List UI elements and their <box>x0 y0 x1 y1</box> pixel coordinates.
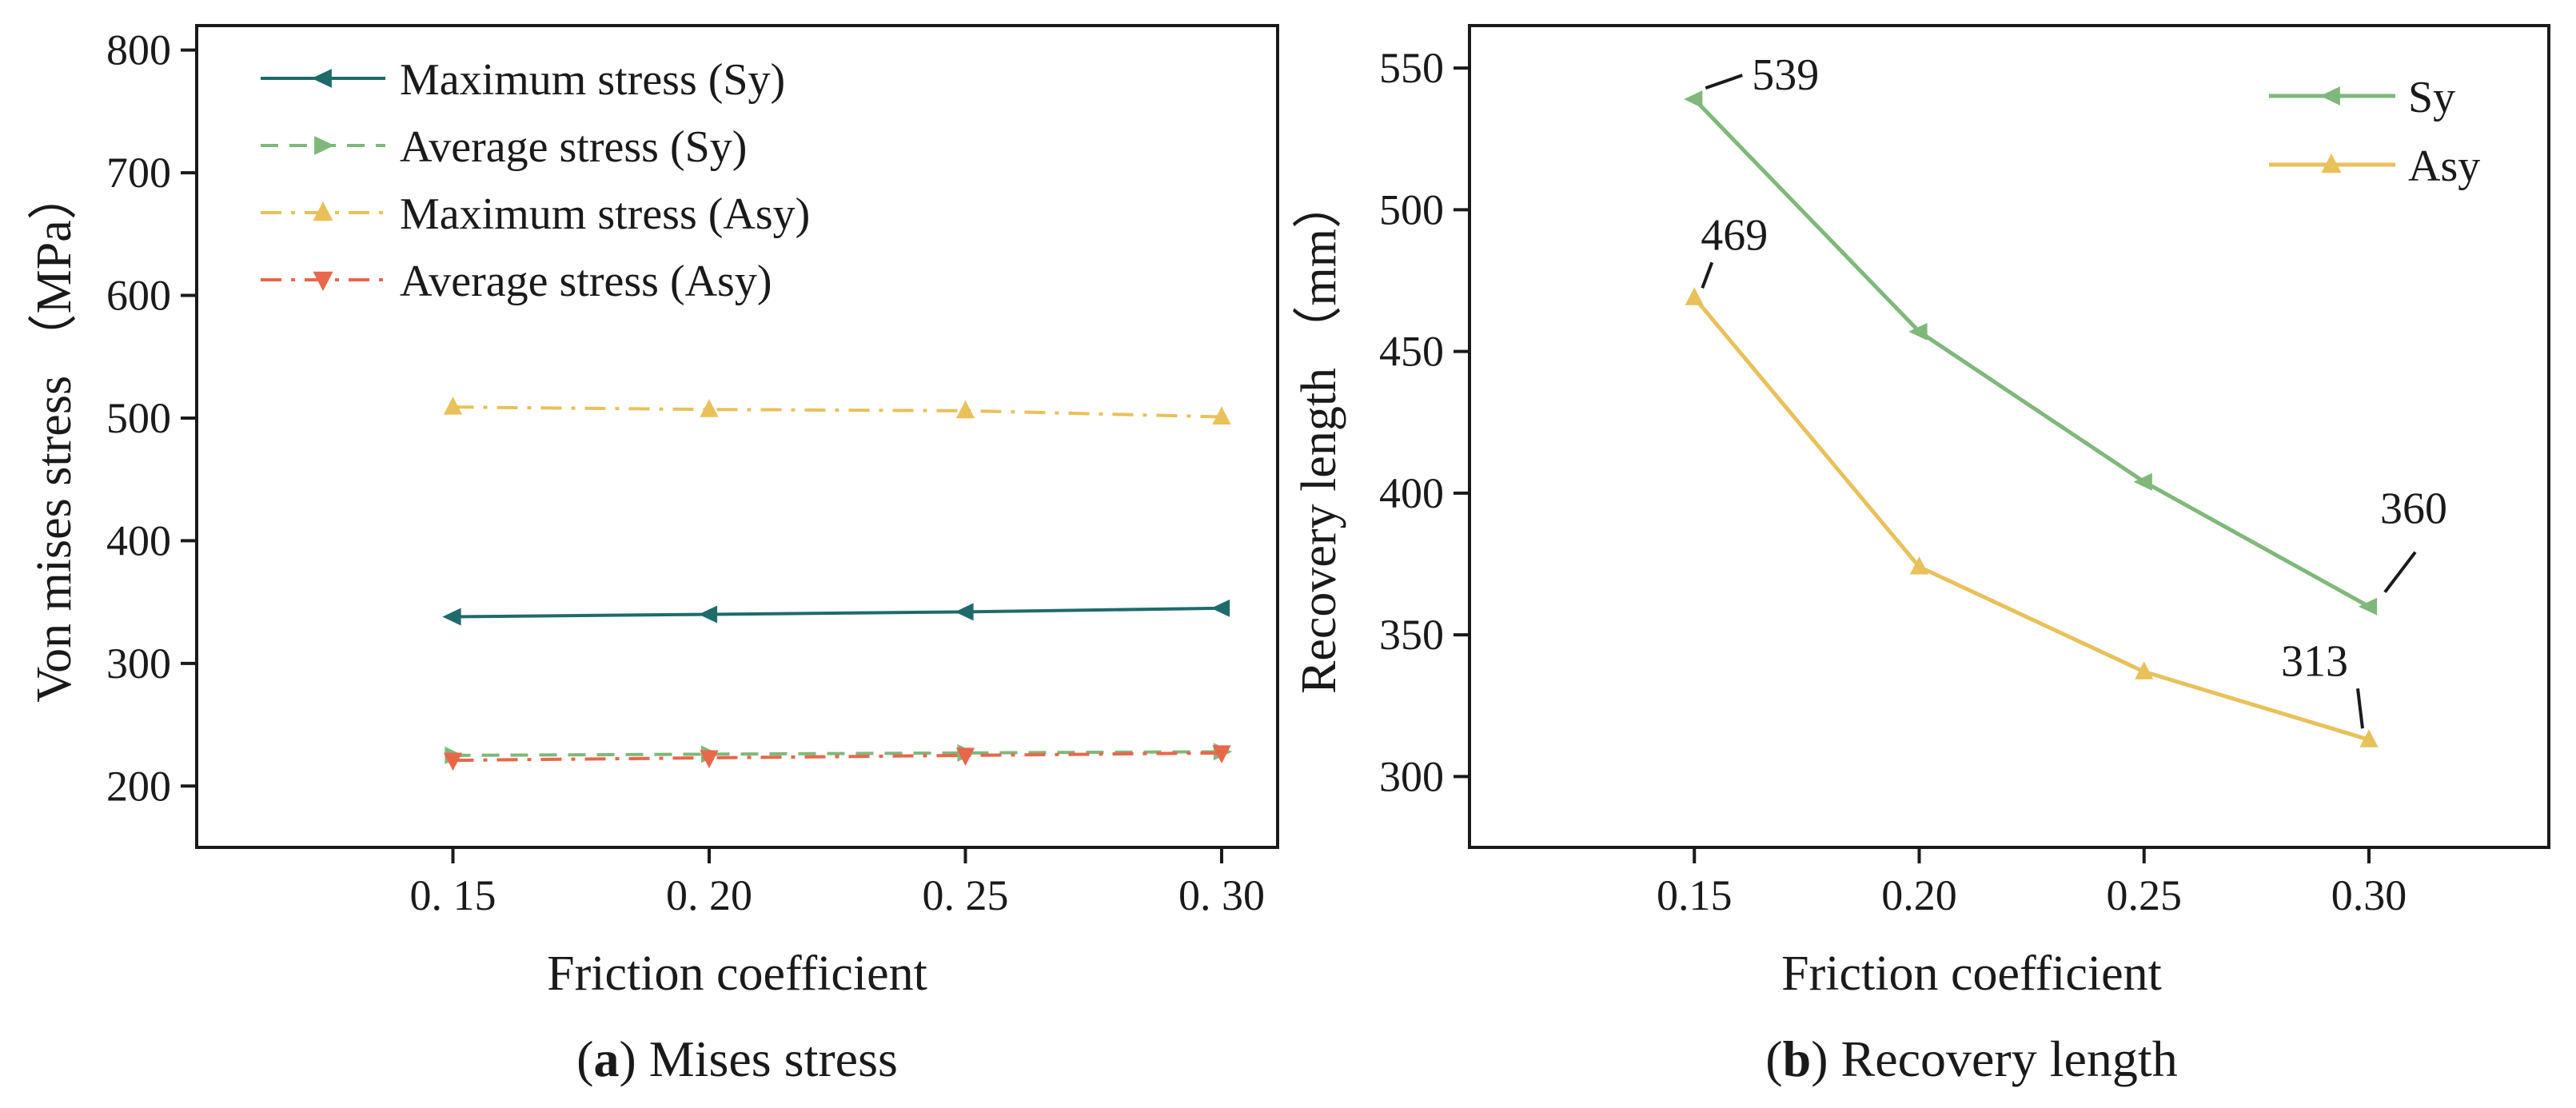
plot-a-point-0-3 <box>1210 599 1230 617</box>
plot-a-legend-label-3: Average stress (Asy) <box>400 257 772 306</box>
plot-a-point-3-0 <box>443 752 463 771</box>
plot-a-series-line-0 <box>453 606 1222 619</box>
plot-b-y-tick-label-500: 500 <box>1379 185 1444 233</box>
plot-b-y-tick-label-450: 450 <box>1379 328 1444 376</box>
plot-b-annotation-leader-0 <box>1705 74 1743 90</box>
plot-b-y-tick-label-300: 300 <box>1379 752 1444 800</box>
plot-a-series-line-2 <box>453 405 1222 419</box>
plot-b-annotation-469: 469 <box>1701 210 1768 260</box>
plot-b-point-1-3 <box>2359 729 2379 747</box>
plot-a-y-tick-label-300: 300 <box>106 640 171 688</box>
plot-b-x-tick-label-1: 0.20 <box>1881 871 1957 919</box>
plot-a-legend-label-1: Average stress (Sy) <box>400 122 747 172</box>
plot-b-y-tick-label-550: 550 <box>1379 44 1444 92</box>
plot-b-x-tick-label-2: 0.25 <box>2107 871 2183 919</box>
plot-a-series-line-1 <box>453 750 1222 757</box>
plot-b-y-axis-title: Recovery length （mm） <box>1292 179 1346 694</box>
plot-a-y-tick-label-600: 600 <box>106 272 171 320</box>
plot-b-x-axis-title: Friction coefficient <box>1781 947 2162 1001</box>
plot-a-y-tick-label-800: 800 <box>106 26 171 74</box>
plot-a-point-2-0 <box>443 397 463 415</box>
plot-a-point-3-1 <box>700 750 719 769</box>
plot-a-point-3-3 <box>1212 745 1231 763</box>
plot-b-legend-label-1: Asy <box>2408 141 2480 191</box>
plot-a-legend-label-0: Maximum stress (Sy) <box>400 55 785 105</box>
plot-b-point-0-0 <box>1684 90 1703 109</box>
plot-b-legend-label-0: Sy <box>2408 73 2455 122</box>
plot-a-x-tick-label-0: 0. 15 <box>410 871 496 919</box>
plot-a-legend-marker-2 <box>313 201 333 221</box>
plot-a-series-line-3 <box>453 751 1222 763</box>
plot-b-point-0-2 <box>2133 472 2152 491</box>
plot-b-x-tick-label-3: 0.30 <box>2331 871 2407 919</box>
plot-a-point-0-1 <box>698 605 718 624</box>
plot-b-caption-letter: b <box>1783 1030 1812 1087</box>
plot-b-point-1-2 <box>2135 661 2154 680</box>
plot-a-point-2-1 <box>700 399 719 417</box>
plot-b-annotation-313: 313 <box>2281 636 2348 686</box>
plot-b-x-tick-label-0: 0.15 <box>1657 871 1733 919</box>
plot-a-caption-letter: a <box>593 1030 619 1087</box>
plot-a-frame <box>195 24 1279 849</box>
plot-b-annotation-539: 539 <box>1752 50 1819 100</box>
plot-b-caption-text: Recovery length <box>1828 1030 2178 1087</box>
plot-a-legend-marker-0 <box>311 69 332 88</box>
plot-a-caption: (a) Mises stress <box>576 1030 898 1087</box>
plot-a-x-axis-title: Friction coefficient <box>547 947 927 1001</box>
plot-a-y-tick-label-400: 400 <box>106 516 171 564</box>
plot-a-y-axis-title: Von mises stress （MPa） <box>27 170 82 702</box>
plot-a-y-tick-label-700: 700 <box>106 149 171 197</box>
plot-a-y-tick-label-500: 500 <box>106 394 171 442</box>
plot-b-y-tick-label-400: 400 <box>1379 469 1444 517</box>
plot-a-legend-marker-1 <box>314 136 335 155</box>
plot-b-series-line-1 <box>1693 296 2370 742</box>
plot-b-legend-marker-1 <box>2321 153 2342 173</box>
plot-b-frame <box>1468 24 2550 849</box>
plot-b-data-layer: 300 350 400 450 500 550 0.15 0.20 0.25 0.30 Sy Asy 5… <box>1379 44 2480 919</box>
plot-b-annotation-leader-3 <box>2356 688 2364 729</box>
plot-b-point-1-0 <box>1685 287 1704 305</box>
plot-b-point-0-3 <box>2358 597 2378 616</box>
plot-a-x-tick-label-1: 0. 20 <box>666 871 752 919</box>
plot-a-legend-label-2: Maximum stress (Asy) <box>400 189 810 239</box>
plot-a-x-tick-label-2: 0. 25 <box>923 871 1009 919</box>
plot-b-y-tick-label-350: 350 <box>1379 611 1444 659</box>
plot-b-legend-marker-0 <box>2319 86 2340 106</box>
plot-a-point-0-2 <box>955 603 974 621</box>
plot-a-point-2-2 <box>955 400 975 419</box>
plot-a-point-0-0 <box>442 608 461 626</box>
plot-b-caption: (b) Recovery length <box>1765 1030 2177 1087</box>
plot-a-point-3-2 <box>955 747 975 767</box>
plot-b-annotation-leader-2 <box>2383 551 2417 593</box>
plot-b-annotation-leader-1 <box>1701 261 1714 289</box>
plot-a-x-tick-label-3: 0. 30 <box>1178 871 1265 919</box>
plot-a-data-layer: 200 300 400 500 600 700 800 0. 15 0. 20 0. 25 0. 3… <box>106 26 1265 919</box>
plot-a-caption-text: Mises stress <box>636 1030 898 1087</box>
plot-a-point-2-3 <box>1212 406 1231 424</box>
plot-a-y-tick-label-200: 200 <box>106 762 171 810</box>
plot-a-legend-marker-3 <box>313 271 333 292</box>
plot-b-annotation-360: 360 <box>2380 484 2447 534</box>
plot-b-point-0-1 <box>1908 322 1928 341</box>
plot-b-series-line-0 <box>1693 98 2371 608</box>
plot-b-point-1-1 <box>1909 556 1929 575</box>
